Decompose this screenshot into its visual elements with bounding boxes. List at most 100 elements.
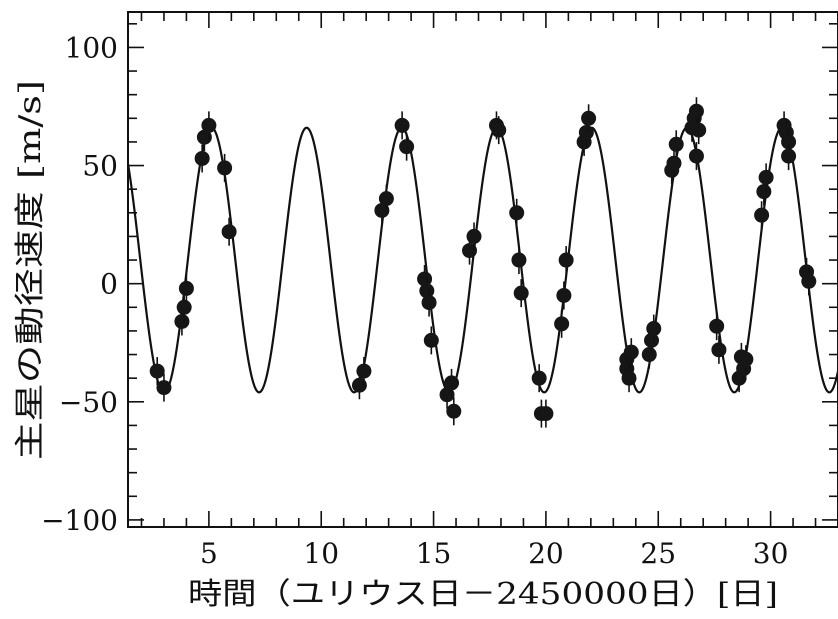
data-marker <box>641 347 657 363</box>
data-marker <box>201 117 217 133</box>
data-point <box>149 357 165 386</box>
x-tick-label: 20 <box>528 537 564 570</box>
data-marker <box>156 380 172 396</box>
data-point <box>421 288 437 317</box>
plot-area <box>127 11 838 528</box>
x-tick-label: 25 <box>640 537 676 570</box>
data-marker <box>756 184 772 200</box>
data-marker <box>554 316 570 332</box>
data-point <box>801 267 817 296</box>
data-point <box>711 335 727 364</box>
data-marker <box>178 280 194 296</box>
data-point <box>178 274 194 303</box>
data-marker <box>446 403 462 419</box>
y-axis-title: 主星の動径速度 [m/s] <box>13 80 48 460</box>
data-point <box>754 201 770 230</box>
x-tick-label: 5 <box>200 537 218 570</box>
data-marker <box>217 160 233 176</box>
data-marker <box>466 228 482 244</box>
plot-frame <box>127 11 838 528</box>
data-marker <box>754 207 770 223</box>
data-marker <box>666 155 682 171</box>
data-marker <box>556 287 572 303</box>
fit-curve <box>128 126 838 394</box>
data-marker <box>644 332 660 348</box>
y-tick-label: 0 <box>100 268 118 301</box>
data-point <box>538 399 554 428</box>
data-point <box>176 293 192 322</box>
data-marker <box>399 139 415 155</box>
data-marker <box>668 136 684 152</box>
data-point <box>446 397 462 426</box>
data-point <box>581 104 597 133</box>
data-point <box>668 130 684 159</box>
y-tick-label: 100 <box>65 31 118 64</box>
data-point <box>688 97 704 126</box>
data-marker <box>688 148 704 164</box>
data-marker <box>176 299 192 315</box>
data-marker <box>513 285 529 301</box>
data-marker <box>758 169 774 185</box>
data-marker <box>417 271 433 287</box>
data-point <box>201 111 217 140</box>
data-point <box>423 326 439 355</box>
data-point <box>491 116 507 145</box>
data-point <box>691 116 707 145</box>
x-tick-label: 10 <box>303 537 339 570</box>
x-tick-label: 15 <box>416 537 452 570</box>
x-axis-title: 時間（ユリウス日－2450000日）[日] <box>188 577 778 612</box>
data-point <box>513 279 529 308</box>
data-marker <box>691 122 707 138</box>
y-tick-label: 50 <box>82 150 118 183</box>
data-marker <box>738 351 754 367</box>
data-marker <box>511 252 527 268</box>
data-marker <box>688 103 704 119</box>
data-marker <box>781 148 797 164</box>
data-point <box>356 357 372 386</box>
data-marker <box>538 406 554 422</box>
data-marker <box>581 110 597 126</box>
data-point <box>221 217 237 246</box>
data-marker <box>781 134 797 150</box>
data-point <box>531 364 547 393</box>
data-marker <box>174 313 190 329</box>
data-marker <box>421 295 437 311</box>
y-tick-label: −50 <box>59 386 118 419</box>
data-marker <box>491 122 507 138</box>
data-point <box>621 364 637 393</box>
data-point <box>556 281 572 310</box>
data-point <box>646 314 662 343</box>
x-tick-label: 30 <box>753 537 789 570</box>
data-point <box>738 345 754 374</box>
data-marker <box>623 344 639 360</box>
data-marker <box>621 370 637 386</box>
data-marker <box>149 363 165 379</box>
data-marker <box>801 273 817 289</box>
data-marker <box>444 375 460 391</box>
data-marker <box>711 342 727 358</box>
data-point <box>394 111 410 140</box>
data-marker <box>509 205 525 221</box>
data-marker <box>419 283 435 299</box>
data-marker <box>558 252 574 268</box>
data-point <box>194 144 210 173</box>
data-point <box>378 184 394 213</box>
data-point <box>399 132 415 161</box>
data-marker <box>378 191 394 207</box>
data-point <box>709 312 725 341</box>
data-marker <box>578 124 594 140</box>
data-point <box>781 142 797 171</box>
data-marker <box>709 318 725 334</box>
data-point <box>509 198 525 227</box>
data-point <box>554 309 570 338</box>
data-point <box>156 373 172 402</box>
data-point <box>758 163 774 192</box>
data-point <box>511 246 527 275</box>
data-point <box>623 338 639 367</box>
data-point <box>688 142 704 171</box>
axis-ticks <box>128 12 838 527</box>
y-tick-label: −100 <box>41 504 118 537</box>
